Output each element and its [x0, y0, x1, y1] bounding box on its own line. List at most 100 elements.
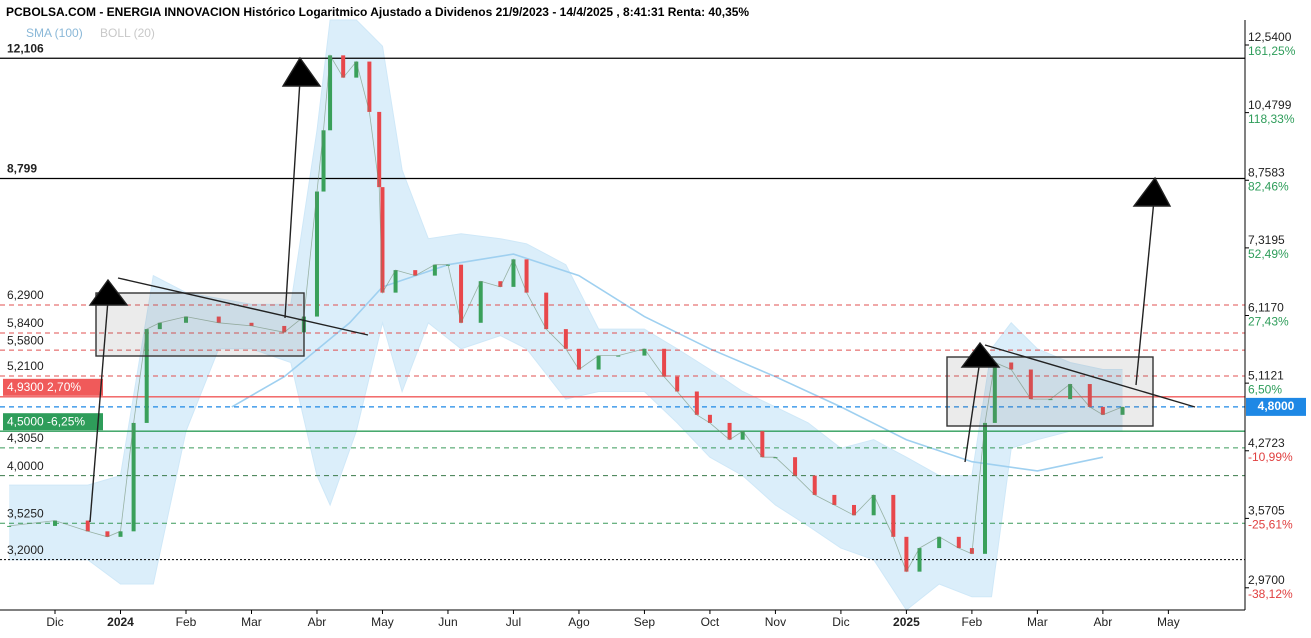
y-tick-label: 4,2723	[1248, 436, 1285, 450]
candle	[563, 329, 568, 349]
candle	[118, 531, 123, 537]
candle	[314, 191, 319, 317]
candle	[727, 422, 732, 440]
candle	[760, 431, 765, 458]
x-tick-label: May	[371, 615, 394, 629]
level-label: 4,9300 2,70%	[7, 380, 81, 394]
candle	[377, 111, 382, 188]
sma-line	[231, 253, 1104, 472]
x-tick-label: 2025	[893, 615, 920, 629]
candle	[852, 504, 857, 516]
level-label: 8,799	[7, 162, 37, 176]
x-tick-label: Mar	[1027, 615, 1048, 629]
candle	[832, 494, 837, 505]
candle	[812, 475, 817, 495]
y-tick-pct: 82,46%	[1248, 179, 1289, 193]
candle	[871, 494, 876, 516]
candle	[675, 376, 680, 392]
x-tick-label: 2024	[107, 615, 134, 629]
y-tick-pct: -38,12%	[1248, 587, 1293, 601]
arrow-line	[284, 79, 301, 319]
candle	[478, 281, 483, 323]
price-line	[9, 54, 1123, 573]
candle	[341, 55, 346, 78]
level-label: 3,2000	[7, 543, 44, 557]
x-tick-label: Ago	[568, 615, 590, 629]
candle	[982, 422, 987, 554]
candle	[917, 548, 922, 572]
band-fill	[9, 20, 1123, 610]
y-tick-pct: 118,33%	[1248, 112, 1295, 126]
candle	[367, 61, 372, 112]
x-tick-label: May	[1157, 615, 1180, 629]
x-tick-label: Dic	[46, 615, 63, 629]
band-layer	[9, 19, 1123, 611]
legend-boll: BOLL (20)	[100, 26, 155, 40]
x-tick-label: Oct	[701, 615, 720, 629]
candle	[793, 457, 798, 476]
level-label: 3,5250	[7, 506, 44, 520]
arrow-head	[88, 278, 129, 306]
candle	[642, 348, 647, 356]
candle	[144, 329, 149, 423]
candle	[393, 270, 398, 293]
x-tick-label: Jun	[438, 615, 457, 629]
legend-sma: SMA (100)	[26, 26, 83, 40]
chart-title: PCBOLSA.COM - ENERGIA INNOVACION Históri…	[6, 5, 749, 19]
candle	[1048, 399, 1053, 401]
candle	[1120, 406, 1125, 415]
candle	[1009, 362, 1014, 370]
y-tick-label: 5,1121	[1248, 368, 1284, 382]
arrow-head	[281, 56, 322, 87]
x-tick-label: Dic	[832, 615, 849, 629]
candle	[459, 264, 464, 323]
candle	[740, 431, 745, 440]
level-label: 5,8400	[7, 316, 44, 330]
x-tick-label: Mar	[241, 615, 262, 629]
candle	[282, 325, 287, 333]
candle	[1028, 369, 1033, 400]
y-tick-pct: 161,25%	[1248, 44, 1296, 58]
band-lower	[9, 320, 1123, 611]
x-tick-label: Feb	[176, 615, 197, 629]
candle	[956, 536, 961, 549]
y-tick-label: 8,7583	[1248, 165, 1285, 179]
x-tick-label: Nov	[765, 615, 786, 629]
arrow-line	[1135, 199, 1155, 386]
last-price-box	[1246, 397, 1306, 416]
candle	[992, 362, 997, 423]
x-tick-label: Jul	[506, 615, 521, 629]
level-label: 12,106	[7, 41, 44, 55]
candle	[576, 348, 581, 370]
level-label: 5,2100	[7, 359, 44, 373]
arrow-head	[960, 341, 1001, 368]
candle	[328, 55, 333, 131]
y-tick-label: 6,1170	[1248, 301, 1284, 315]
y-tick-pct: 27,43%	[1248, 315, 1289, 329]
y-tick-pct: 6,50%	[1248, 382, 1282, 396]
x-tick-label: Abr	[1094, 615, 1113, 629]
candle	[85, 520, 90, 532]
level-label: 6,2900	[7, 288, 44, 302]
level-label-box	[3, 378, 103, 396]
candle	[616, 355, 621, 357]
candle	[511, 259, 516, 287]
candle	[662, 348, 667, 377]
range-box	[95, 292, 305, 357]
candle	[937, 536, 942, 549]
y-tick-pct: -10,99%	[1248, 450, 1293, 464]
candle	[904, 536, 909, 572]
trend-line	[117, 277, 369, 336]
candle	[544, 292, 549, 330]
candle	[432, 264, 437, 276]
candle	[7, 525, 12, 527]
band-upper	[9, 19, 1123, 486]
y-tick-label: 3,5705	[1248, 504, 1285, 518]
candle	[498, 281, 503, 287]
candle	[53, 520, 58, 526]
candle	[707, 414, 712, 423]
candle	[216, 316, 221, 323]
candle	[380, 187, 385, 293]
